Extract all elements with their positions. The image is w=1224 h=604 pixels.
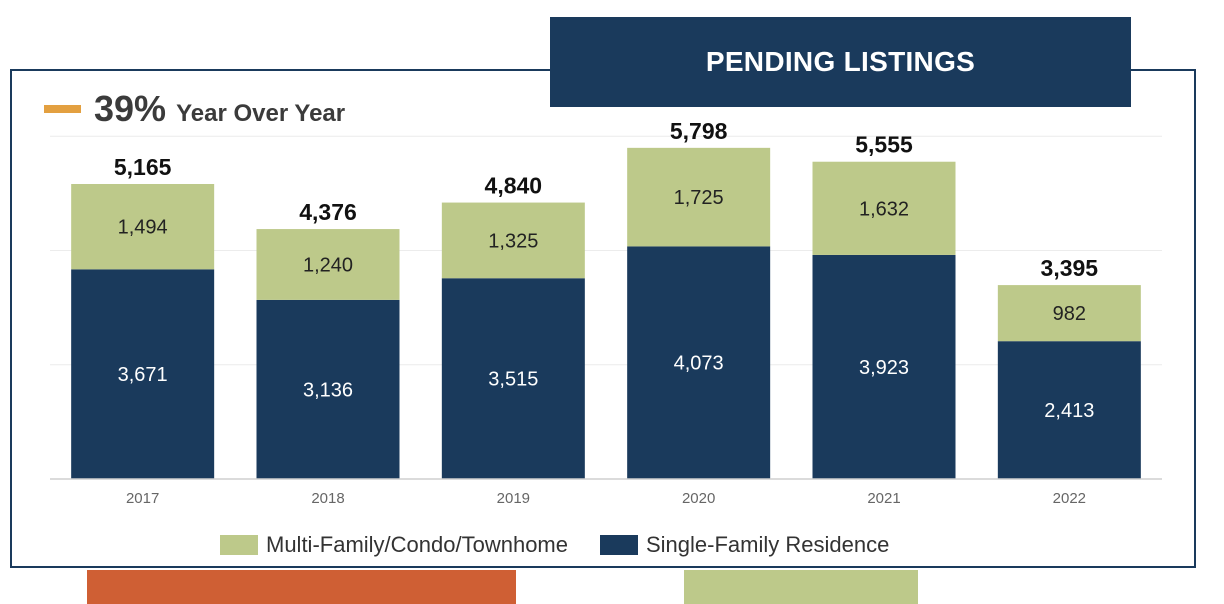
label-multi-2020: 1,725 [674, 187, 724, 209]
label-multi-2018: 1,240 [303, 254, 353, 276]
tick-label-2022: 2022 [1053, 490, 1086, 507]
bar-multi-2017 [71, 184, 215, 270]
bar-multi-2018 [256, 229, 400, 300]
yoy-label: Year Over Year [176, 100, 346, 127]
bar-multi-2021 [812, 161, 956, 255]
tick-label-2017: 2017 [126, 490, 159, 507]
label-single-2019: 3,515 [488, 369, 538, 391]
yoy-marker-icon [44, 105, 81, 113]
bar-multi-2022 [997, 285, 1141, 342]
label-multi-2019: 1,325 [488, 230, 538, 252]
legend-swatch-single [600, 535, 638, 555]
legend-label-multi: Multi-Family/Condo/Townhome [266, 532, 568, 557]
label-single-2022: 2,413 [1044, 400, 1094, 422]
tick-label-2020: 2020 [682, 490, 715, 507]
label-multi-2022: 982 [1053, 303, 1086, 325]
yoy-percent: 39% [94, 88, 167, 129]
chart-title: PENDING LISTINGS [705, 46, 976, 77]
bar-single-2021 [812, 254, 956, 479]
legend-swatch-multi [220, 535, 258, 555]
label-single-2020: 4,073 [674, 353, 724, 375]
chart-title-banner: PENDING LISTINGS [550, 17, 1131, 107]
bar-single-2017 [71, 269, 215, 479]
bar-single-2019 [441, 278, 585, 479]
bar-single-2022 [997, 341, 1141, 479]
label-single-2021: 3,923 [859, 357, 909, 379]
legend-item-single: Single-Family Residence [600, 532, 889, 558]
legend-item-multi: Multi-Family/Condo/Townhome [220, 532, 568, 558]
decorative-orange-bar [87, 570, 516, 604]
chart-legend: Multi-Family/Condo/Townhome Single-Famil… [220, 532, 921, 558]
bar-multi-2020 [627, 147, 771, 247]
tick-label-2019: 2019 [497, 490, 530, 507]
bar-multi-2019 [441, 202, 585, 279]
label-multi-2017: 1,494 [118, 217, 168, 239]
label-total-2017: 5,165 [114, 154, 172, 180]
tick-label-2021: 2021 [867, 490, 900, 507]
label-multi-2021: 1,632 [859, 198, 909, 220]
label-single-2018: 3,136 [303, 379, 353, 401]
label-total-2021: 5,555 [855, 132, 913, 158]
decorative-green-bar [684, 570, 918, 604]
bar-single-2020 [627, 246, 771, 479]
yoy-indicator: 39% Year Over Year [44, 88, 345, 130]
bars [71, 147, 1141, 479]
label-total-2019: 4,840 [485, 173, 543, 199]
legend-label-single: Single-Family Residence [646, 532, 890, 557]
bar-single-2018 [256, 299, 400, 479]
tick-label-2018: 2018 [311, 490, 344, 507]
label-single-2017: 3,671 [118, 364, 168, 386]
label-total-2018: 4,376 [299, 199, 357, 225]
label-total-2022: 3,395 [1041, 255, 1099, 281]
x-axis: 2017 2018 2019 2020 2021 2022 [50, 478, 1162, 507]
grid-lines [50, 135, 1162, 366]
label-total-2020: 5,798 [670, 118, 728, 144]
data-labels: 3,671 1,494 5,165 3,136 1,240 4,376 3,515 1,325… [114, 118, 1098, 422]
